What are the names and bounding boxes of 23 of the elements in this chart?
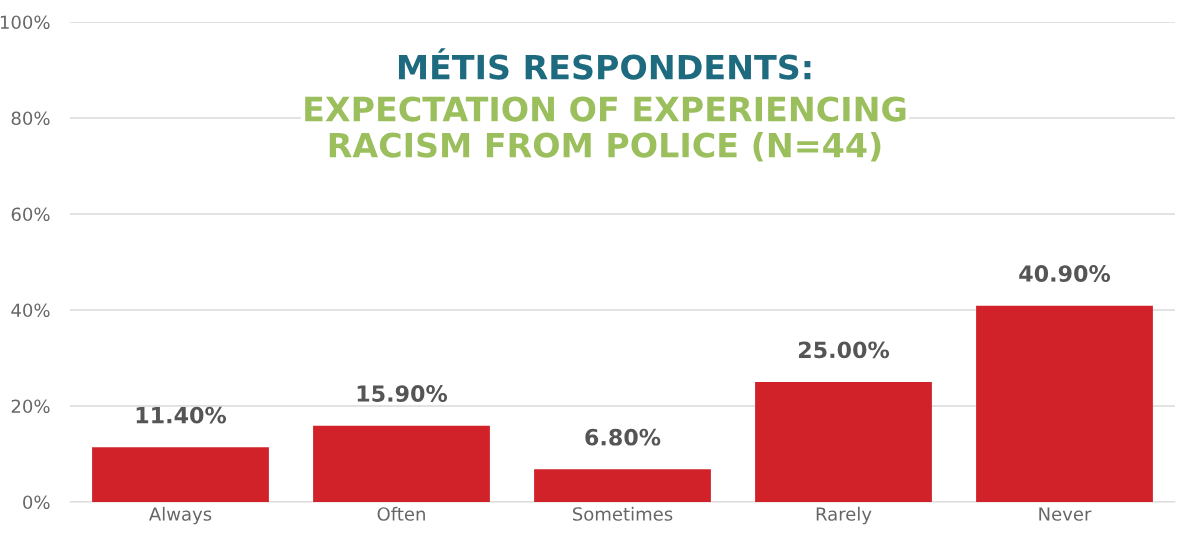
y-tick-label: 0% xyxy=(23,495,50,510)
bar xyxy=(92,447,269,502)
data-label: 15.90% xyxy=(357,385,448,402)
y-tick-label: 40% xyxy=(11,303,50,318)
text: EXPECTATION OF EXPERIENCING RACISM FROM POLICE (N=44) xyxy=(305,96,906,162)
x-tick-label: Sometimes xyxy=(572,506,673,521)
bar xyxy=(976,305,1153,502)
data-label: 6.80% xyxy=(585,428,661,446)
x-tick-label: Never xyxy=(1039,507,1092,521)
y-tick-label: 60% xyxy=(11,207,50,222)
data-label: 11.40% xyxy=(136,406,227,424)
y-tick-label: 20% xyxy=(11,399,50,414)
bar xyxy=(755,382,932,502)
x-tick-label: Always xyxy=(149,506,212,525)
data-label: 40.90% xyxy=(1019,265,1111,282)
y-tick-label: 100% xyxy=(0,15,50,30)
x-tick-label: Often xyxy=(377,506,425,521)
bar xyxy=(534,469,711,502)
y-tick-label: 80% xyxy=(11,111,50,126)
x-tick-label: Rarely xyxy=(816,506,872,525)
data-label: 25.00% xyxy=(798,341,890,359)
text: MÉTIS RESPONDENTS: xyxy=(398,48,811,80)
bar xyxy=(313,425,490,502)
